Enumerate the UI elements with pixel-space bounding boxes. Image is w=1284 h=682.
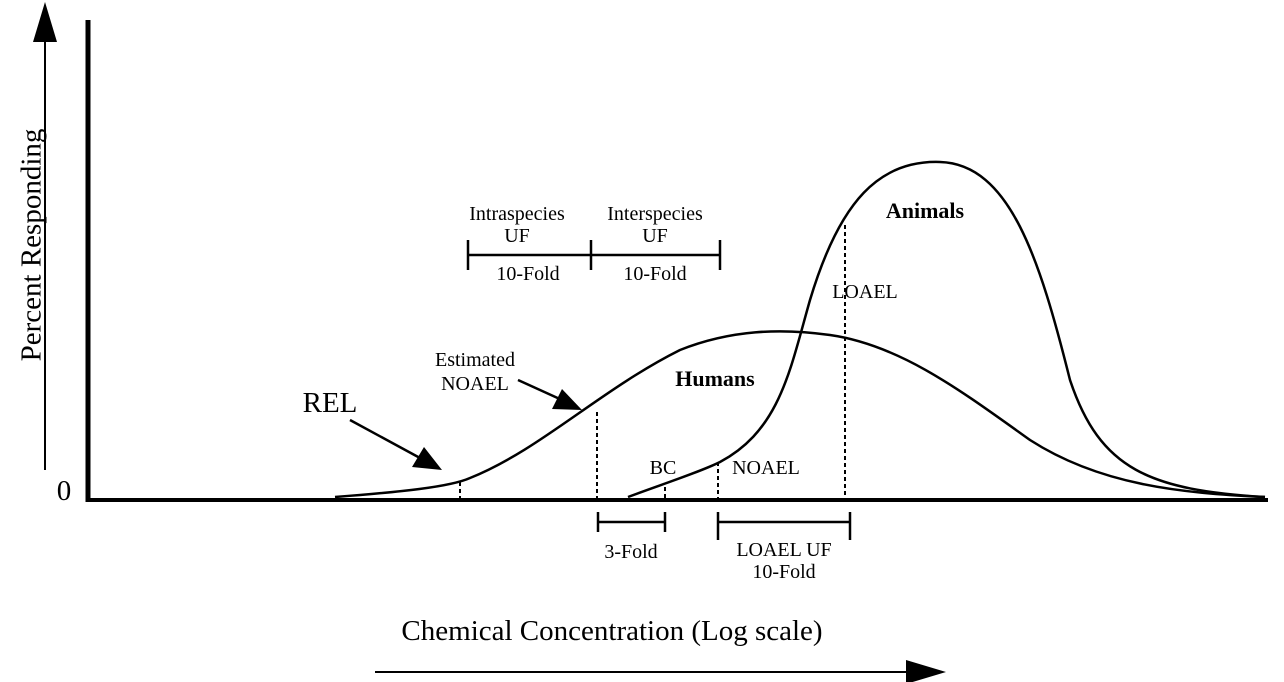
humans-label: Humans (675, 366, 755, 391)
interspecies-fold: 10-Fold (623, 263, 686, 285)
rel-arrowhead (412, 447, 442, 470)
bc-label: BC (650, 457, 677, 479)
intraspecies-label: Intraspecies (469, 203, 565, 225)
humans-curve (334, 330, 1266, 499)
y-arrowhead (33, 2, 57, 42)
animals-label: Animals (886, 198, 965, 223)
noael-arrow (517, 378, 563, 402)
intraspecies-fold: 10-Fold (496, 263, 559, 285)
rel-arrow (349, 418, 421, 460)
noael-arrowhead (552, 389, 582, 410)
x-arrowhead (906, 660, 946, 682)
y-label: Percent Responding (16, 129, 48, 362)
loael-label: LOAEL (832, 281, 898, 303)
rel-label: REL (303, 387, 358, 419)
noael-label: NOAEL (732, 457, 800, 479)
interspecies-label: Interspecies (607, 203, 703, 225)
animals-curve (627, 160, 1266, 499)
loael-bracket (716, 512, 852, 540)
loael-uf-label: LOAEL UF (736, 539, 831, 561)
x-label: Chemical Concentration (Log scale) (401, 615, 822, 647)
est-noael-label: NOAEL (441, 373, 509, 395)
interspecies-label: UF (642, 225, 668, 247)
uf-bracket (466, 240, 722, 270)
bc-fold: 3-Fold (604, 541, 657, 563)
bc-bracket (596, 512, 667, 532)
origin-label: 0 (57, 475, 72, 507)
est-noael-label: Estimated (435, 349, 515, 371)
intraspecies-label: UF (504, 225, 530, 247)
loael-uf-fold: 10-Fold (752, 561, 815, 583)
